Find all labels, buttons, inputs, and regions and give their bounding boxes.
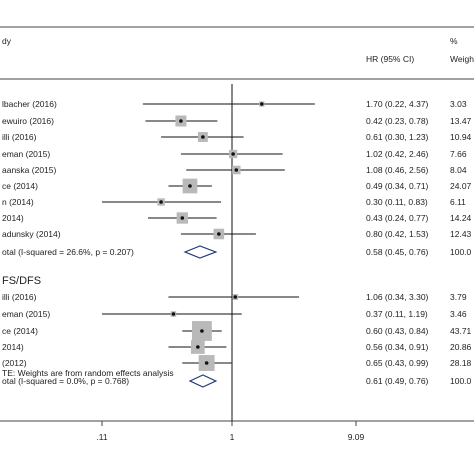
subtotal-label: otal (I-squared = 26.6%, p = 0.207): [2, 247, 134, 257]
x-tick-label: .11: [96, 432, 107, 442]
hr-ci-value: 1.02 (0.42, 2.46): [366, 149, 429, 159]
hr-ci-value: 0.61 (0.30, 1.23): [366, 132, 429, 142]
point-estimate: [171, 312, 176, 316]
x-tick-label: 1: [230, 432, 235, 442]
point-estimate: [233, 295, 238, 299]
hr-ci-value: 0.49 (0.34, 0.71): [366, 181, 429, 191]
study-label: adunsky (2014): [2, 229, 61, 239]
study-label: aanska (2015): [2, 165, 57, 175]
summary-diamond: [188, 374, 218, 388]
point-estimate: [179, 119, 183, 123]
subgroup-title-2: FS/DFS: [2, 275, 41, 287]
weight-value: 7.66: [450, 149, 467, 159]
point-estimate: [180, 216, 185, 220]
study-label: 2014): [2, 213, 24, 223]
hr-ci-value: 0.60 (0.43, 0.84): [366, 326, 429, 336]
weight-value: 3.03: [450, 99, 467, 109]
weights-note: TE: Weights are from random effects anal…: [2, 368, 174, 378]
x-tick-label: 9.09: [348, 432, 365, 442]
study-label: eman (2015): [2, 149, 50, 159]
hr-ci-value: 1.70 (0.22, 4.37): [366, 99, 429, 109]
point-estimate: [196, 345, 200, 349]
hr-ci-value: 1.08 (0.46, 2.56): [366, 165, 429, 175]
hr-ci-value: 0.42 (0.23, 0.78): [366, 116, 429, 126]
hr-ci-value: 0.30 (0.11, 0.83): [366, 197, 428, 207]
study-label: 2014): [2, 342, 24, 352]
point-estimate: [260, 102, 264, 106]
study-label: ce (2014): [2, 181, 38, 191]
point-estimate: [200, 329, 204, 333]
point-estimate: [234, 168, 239, 172]
summary-diamond: [183, 245, 218, 259]
study-column-header: dy: [2, 36, 12, 46]
study-label: ce (2014): [2, 326, 38, 336]
weight-value: 13.47: [450, 116, 472, 126]
x-axis-ticks: .11 1 9.09: [96, 421, 365, 442]
subtotal-label: otal (I-squared = 0.0%, p = 0.768): [2, 376, 129, 386]
weight-value: 10.94: [450, 132, 472, 142]
hr-ci-value: 0.56 (0.34, 0.91): [366, 342, 429, 352]
hr-ci-value: 0.65 (0.43, 0.99): [366, 358, 429, 368]
study-label: illi (2016): [2, 292, 37, 302]
weight-value: 6.11: [450, 197, 466, 207]
weight-value: 3.79: [450, 292, 467, 302]
hr-ci-value: 1.06 (0.34, 3.30): [366, 292, 429, 302]
point-estimate: [188, 184, 192, 188]
weight-value: 8.04: [450, 165, 467, 175]
subtotal-hr-ci: 0.61 (0.49, 0.76): [366, 376, 429, 386]
study-label: eman (2015): [2, 309, 50, 319]
hr-ci-value: 0.37 (0.11, 1.19): [366, 309, 428, 319]
point-estimate: [217, 232, 221, 236]
point-estimate: [231, 152, 235, 156]
weight-value: 24.07: [450, 181, 472, 191]
weight-value: 28.18: [450, 358, 472, 368]
hr-ci-value: 0.80 (0.42, 1.53): [366, 229, 429, 239]
weight-value: 12.43: [450, 229, 472, 239]
study-label: illi (2016): [2, 132, 37, 142]
weight-column-header: Weigh: [450, 54, 474, 64]
study-label: (2012): [2, 358, 27, 368]
subtotal-hr-ci: 0.58 (0.45, 0.76): [366, 247, 429, 257]
forest-marks: lbacher (2016) 1.70 (0.22, 4.37) 3.03 ewuir…: [2, 99, 472, 388]
point-estimate: [159, 200, 163, 204]
subtotal-weight: 100.0: [450, 376, 472, 386]
study-label: ewuiro (2016): [2, 116, 54, 126]
weight-value: 3.46: [450, 309, 467, 319]
study-label: lbacher (2016): [2, 99, 57, 109]
percent-header: %: [450, 36, 458, 46]
hr-ci-value: 0.43 (0.24, 0.77): [366, 213, 429, 223]
subtotal-weight: 100.0: [450, 247, 472, 257]
point-estimate: [204, 361, 209, 365]
weight-value: 20.86: [450, 342, 472, 352]
study-label: n (2014): [2, 197, 34, 207]
hr-column-header: HR (95% CI): [366, 54, 414, 64]
point-estimate: [201, 135, 205, 139]
weight-value: 14.24: [450, 213, 472, 223]
weight-value: 43.71: [450, 326, 472, 336]
